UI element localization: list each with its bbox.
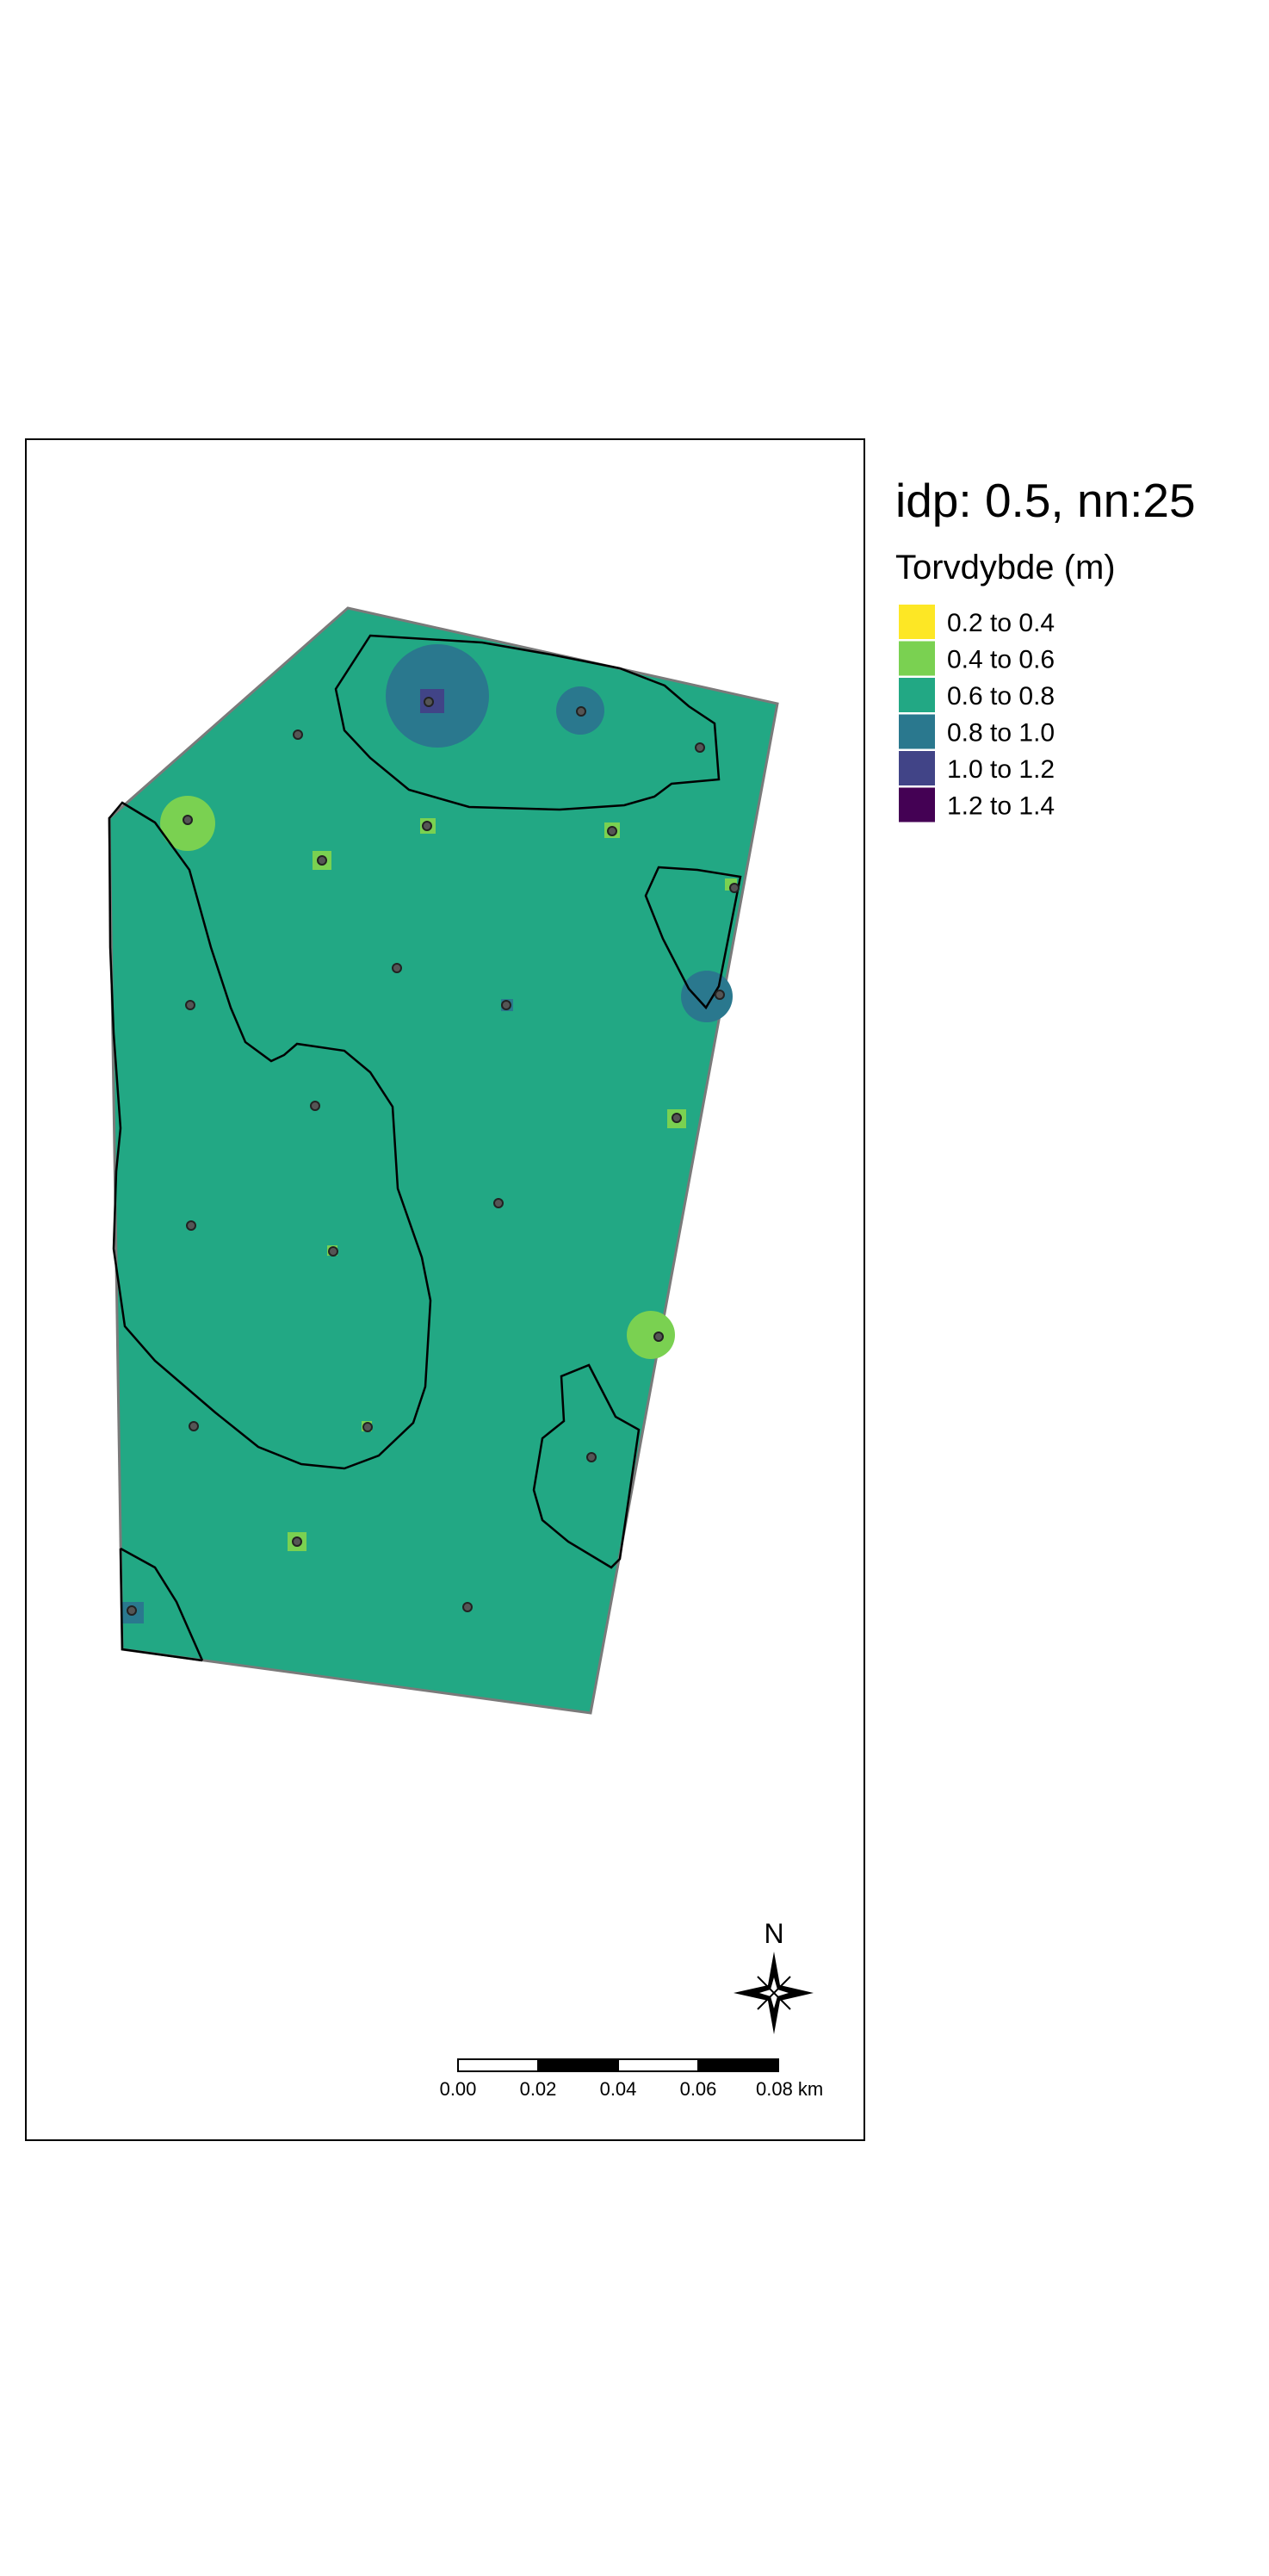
deep-patch-east [681,971,733,1022]
scale-bar-segment [457,2058,539,2072]
legend-swatch [899,751,935,785]
contour-north [334,634,721,811]
legend-title: idp: 0.5, nn:25 [895,474,1196,527]
sample-point [185,1000,195,1010]
scale-bar: 0.00 0.02 0.04 0.06 0.08 km [440,2058,823,2100]
sample-point [392,963,402,973]
sample-point [317,855,327,866]
legend-swatch [899,605,935,639]
scale-tick-label: 0.08 km [756,2078,823,2100]
sample-point [186,1220,196,1231]
deep-peat-patches [122,644,733,1623]
sample-point [422,821,432,831]
legend-label: 0.2 to 0.4 [947,609,1055,637]
sample-point [127,1605,137,1616]
legend-swatch [899,714,935,749]
scale-tick-label: 0.00 [440,2078,477,2100]
sample-point [653,1331,664,1342]
study-area-polygon [108,606,779,1715]
sample-point [576,706,586,717]
sample-point [672,1113,682,1123]
contour-southwest [119,1547,204,1662]
sample-point [293,729,303,740]
scale-tick-label: 0.04 [600,2078,637,2100]
sample-point [501,1000,511,1010]
scale-bar-segment [697,2058,779,2072]
legend-items: 0.2 to 0.4 0.4 to 0.6 0.6 to 0.8 0.8 to 1.0… [899,605,1055,822]
legend-label: 0.8 to 1.0 [947,719,1055,748]
sample-point [189,1421,199,1431]
scale-bar-segment [537,2058,619,2072]
legend-swatch [899,641,935,676]
sample-point [424,697,434,707]
sample-point [607,826,617,836]
contour-east-north [644,866,742,1010]
sample-point [462,1602,473,1612]
contour-west-large [108,801,432,1470]
sample-point [292,1536,302,1547]
sample-point [493,1198,504,1208]
contour-east-south [532,1363,641,1569]
scale-tick-label: 0.06 [680,2078,717,2100]
sample-point [715,990,725,1000]
legend-label: 0.6 to 0.8 [947,682,1055,711]
legend-subtitle: Torvdybde (m) [895,549,1116,587]
north-arrow-diagonal-2 [757,1976,791,2010]
sample-points [127,697,740,1616]
north-arrow: N [734,1918,814,2034]
legend-swatch [899,787,935,822]
sample-point [310,1101,320,1111]
north-arrow-label: N [764,1918,783,1949]
sample-point [695,742,705,753]
shallow-peat-patches [160,796,737,1551]
legend-label: 1.2 to 1.4 [947,792,1055,821]
sample-point [729,883,740,893]
scale-bar-segment [617,2058,699,2072]
legend-swatch [899,678,935,712]
legend: idp: 0.5, nn:25 Torvdybde (m) 0.2 to 0.4… [895,474,1196,822]
contour-lines [108,634,742,1662]
legend-label: 1.0 to 1.2 [947,755,1055,784]
sample-point [362,1422,373,1432]
scale-tick-label: 0.02 [520,2078,557,2100]
sample-point [586,1452,597,1462]
sample-point [183,815,193,825]
legend-label: 0.4 to 0.6 [947,646,1055,674]
shallow-patch-east [627,1311,675,1359]
sample-point [328,1246,338,1257]
